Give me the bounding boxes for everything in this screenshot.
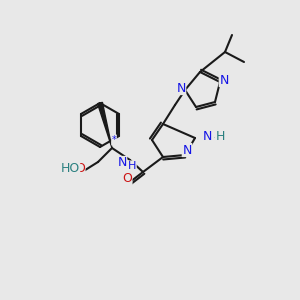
Polygon shape — [98, 102, 112, 148]
Text: N: N — [202, 130, 212, 142]
Text: N: N — [219, 74, 229, 86]
Text: H: H — [70, 163, 78, 173]
Text: O: O — [75, 161, 85, 175]
Text: HO: HO — [60, 163, 80, 176]
Text: O: O — [122, 172, 132, 185]
Text: H: H — [128, 161, 136, 171]
Text: -: - — [213, 132, 217, 142]
Text: N: N — [182, 143, 192, 157]
Text: N: N — [117, 157, 127, 169]
Text: N: N — [176, 82, 186, 94]
Text: *: * — [112, 135, 116, 145]
Text: H: H — [215, 130, 225, 143]
